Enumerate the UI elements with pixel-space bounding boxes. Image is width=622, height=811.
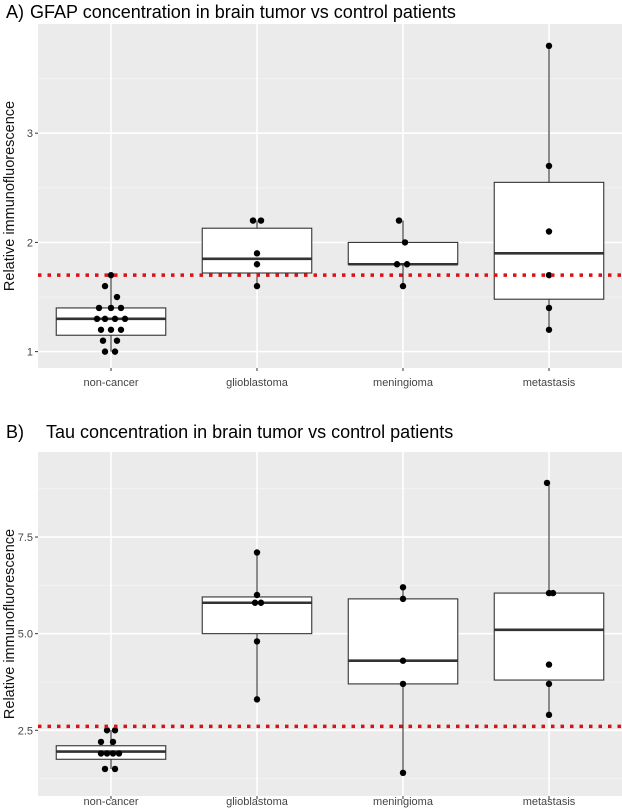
data-point [97,750,105,757]
y-tick-label: 2.5 [18,725,33,737]
box-metastasis [493,45,605,330]
data-point [401,239,409,246]
chart-title: GFAP concentration in brain tumor vs con… [30,2,456,22]
data-point [107,271,115,279]
data-point [103,750,111,757]
data-point [545,589,553,597]
data-point [545,680,553,688]
panel-label: A) [6,2,24,22]
data-point [249,217,257,224]
panel-b: 2.5 5.0 7.5 non-cancer glioblastoma meningiom… [2,422,622,808]
data-point [121,315,129,323]
box-iqr [347,598,459,685]
data-point [101,315,109,323]
data-point [109,738,117,746]
x-tick-label: meningioma [373,377,434,389]
data-point [111,315,119,323]
y-tick-label: 5.0 [18,629,33,641]
data-point [253,549,261,556]
data-point [545,162,553,170]
data-point [117,304,125,312]
data-point [107,304,115,312]
data-point [399,769,407,777]
data-point [395,217,403,224]
data-point [545,271,553,279]
data-point [399,657,407,664]
y-tick-label: 7.5 [18,532,33,544]
data-point [113,293,121,301]
data-point [253,250,261,257]
data-point [111,765,119,773]
data-point [545,304,553,312]
data-point [101,282,109,290]
y-axis-label: Relative immunofluorescence [2,101,18,291]
x-tick-label: glioblastoma [226,796,289,808]
data-point [253,591,261,599]
data-point [399,595,407,603]
data-point [257,599,265,606]
data-point [399,282,407,290]
y-tick-label: 2 [27,237,33,249]
chart-title: Tau concentration in brain tumor vs cont… [46,422,453,442]
data-point [117,326,125,333]
data-point [545,326,553,333]
y-tick-label: 3 [27,128,33,140]
data-point [97,326,105,333]
data-point [101,765,109,773]
data-point [399,680,407,688]
data-point [111,727,119,734]
data-point [545,661,553,668]
data-point [545,228,553,235]
panel-a: 1 2 3 non-cancer glioblastoma meningioma metas… [2,2,622,389]
data-point [545,711,553,719]
x-tick-label: non-cancer [83,377,138,389]
x-tick-label: meningioma [373,796,434,808]
x-tick-label: non-cancer [83,796,138,808]
data-point [107,326,115,333]
x-tick-label: metastasis [523,377,576,389]
data-point [113,337,121,344]
data-point [253,696,261,703]
data-point [257,217,265,224]
data-point [109,750,117,757]
data-point [93,315,101,323]
data-point [103,727,111,734]
x-tick-label: glioblastoma [226,377,289,389]
data-point [97,738,105,746]
y-axis-label: Relative immunofluorescence [2,529,18,719]
box-iqr [493,181,605,300]
data-point [253,282,261,290]
data-point [111,348,119,355]
box-meningioma [347,220,459,287]
data-point [545,42,553,50]
data-point [253,638,261,645]
data-point [403,261,411,268]
data-point [99,337,107,344]
data-point [543,479,551,487]
data-point [399,584,407,591]
data-point [393,261,401,268]
box-iqr [347,241,459,265]
y-tick-label: 1 [27,347,33,359]
data-point [101,348,109,355]
panel-label: B) [6,422,24,442]
data-point [115,750,123,757]
data-point [251,599,259,606]
data-point [95,304,103,312]
x-tick-label: metastasis [523,796,576,808]
data-point [253,261,261,268]
